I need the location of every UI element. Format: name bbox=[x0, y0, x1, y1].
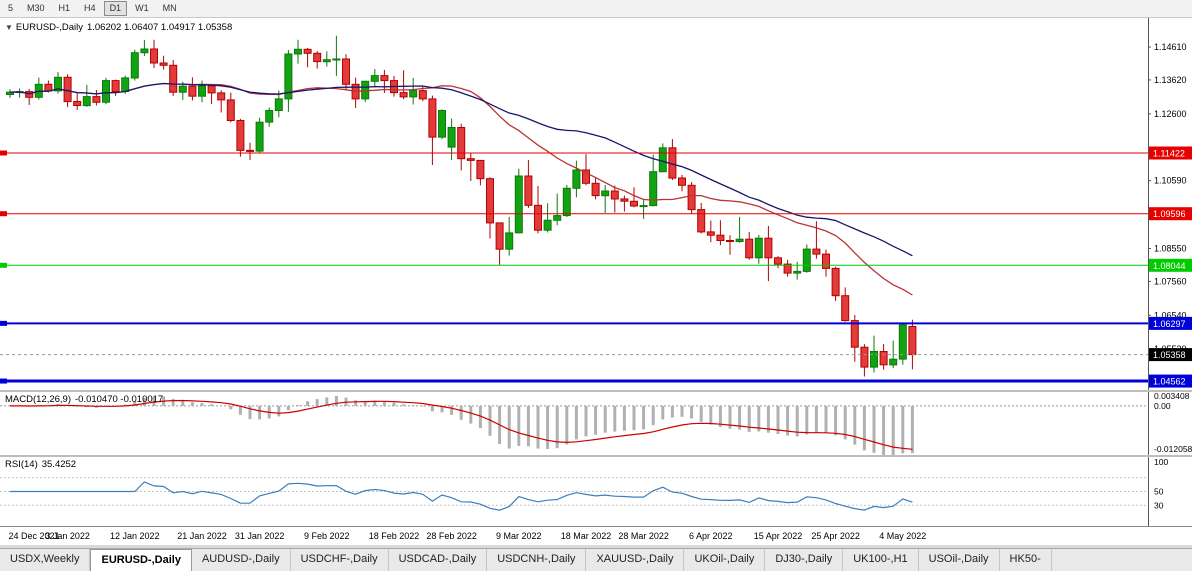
svg-text:1.10590: 1.10590 bbox=[1154, 176, 1187, 186]
chart-tab-usdchf-daily[interactable]: USDCHF-,Daily bbox=[291, 549, 389, 571]
date-label: 15 Apr 2022 bbox=[753, 531, 803, 541]
svg-text:1.04562: 1.04562 bbox=[1153, 377, 1186, 387]
panel-divider[interactable] bbox=[0, 455, 1192, 457]
price-chart-canvas[interactable]: 1.14610 1.13620 1.12600 1.10590 1.08550 1.075… bbox=[0, 18, 1192, 390]
price-badge-1.08044 bbox=[1149, 258, 1192, 272]
price-badge-1.06297 bbox=[1149, 316, 1192, 330]
date-label: 21 Jan 2022 bbox=[177, 531, 227, 541]
svg-text:1.06297: 1.06297 bbox=[1153, 319, 1186, 329]
chart-tab-xauusd-daily[interactable]: XAUUSD-,Daily bbox=[586, 549, 685, 571]
date-label: 9 Mar 2022 bbox=[496, 531, 542, 541]
chart-title-symbol: EURUSD-,Daily bbox=[15, 22, 83, 33]
rsi-axis-label: 100 bbox=[1154, 457, 1168, 467]
timeframe-toolbar: 5 M30 H1 H4 D1 W1 MN bbox=[0, 0, 1192, 18]
panel-divider[interactable] bbox=[0, 390, 1192, 392]
chart-tab-usdx-weekly[interactable]: USDX,Weekly bbox=[0, 549, 91, 571]
rsi-indicator-value: 35.4252 bbox=[41, 459, 77, 470]
date-label: 18 Mar 2022 bbox=[560, 531, 612, 541]
macd-axis-label: 0.003408 bbox=[1154, 392, 1190, 401]
date-label: 3 Jan 2022 bbox=[45, 531, 90, 541]
svg-text:1.13620: 1.13620 bbox=[1154, 75, 1187, 85]
rsi-axis-label: 50 bbox=[1154, 487, 1164, 497]
date-label: 24 Dec 2021 bbox=[8, 531, 60, 541]
timeframe-button-d1[interactable]: D1 bbox=[103, 1, 128, 16]
hline-handle[interactable] bbox=[0, 378, 7, 384]
timeframe-button-h1[interactable]: H1 bbox=[58, 3, 71, 13]
svg-text:1.05358: 1.05358 bbox=[1153, 350, 1186, 360]
svg-text:1.07560: 1.07560 bbox=[1154, 276, 1187, 286]
timeframe-button-w1[interactable]: W1 bbox=[135, 3, 149, 13]
timeframe-button-5[interactable]: 5 bbox=[8, 3, 14, 13]
chart-tab-hk50[interactable]: HK50- bbox=[1000, 549, 1052, 571]
chart-tabs-bar: USDX,Weekly EURUSD-,Daily AUDUSD-,Daily USD… bbox=[0, 548, 1192, 571]
rsi-label: RSI(14) 35.4252 bbox=[5, 459, 76, 470]
svg-text:1.08550: 1.08550 bbox=[1154, 243, 1187, 253]
timeframe-button-h4[interactable]: H4 bbox=[84, 3, 96, 13]
rsi-indicator-name: RSI(14) bbox=[5, 459, 38, 470]
date-label: 28 Mar 2022 bbox=[618, 531, 669, 541]
chart-collapse-icon[interactable]: ▼ bbox=[5, 23, 13, 32]
date-label: 25 Apr 2022 bbox=[811, 531, 860, 541]
chart-tab-audusd-daily[interactable]: AUDUSD-,Daily bbox=[192, 549, 291, 571]
ma-line-34 bbox=[9, 82, 913, 257]
date-label: 31 Jan 2022 bbox=[234, 531, 285, 541]
macd-histogram bbox=[18, 396, 914, 455]
price-badge-1.04562 bbox=[1149, 374, 1192, 388]
hline-handle[interactable] bbox=[0, 150, 7, 156]
svg-text:1.06540: 1.06540 bbox=[1154, 310, 1187, 320]
timeframe-button-m30[interactable]: M30 bbox=[27, 3, 45, 13]
date-label: 4 May 2022 bbox=[879, 531, 927, 541]
date-label: 12 Jan 2022 bbox=[110, 531, 160, 541]
hline-handle[interactable] bbox=[0, 320, 7, 326]
tab-gap bbox=[0, 545, 1192, 548]
chart-tab-usdcad-daily[interactable]: USDCAD-,Daily bbox=[389, 549, 488, 571]
date-axis[interactable]: 24 Dec 2021 3 Jan 2022 12 Jan 2022 21 Jan 2… bbox=[0, 526, 1192, 545]
chart-title-ohlc: 1.06202 1.06407 1.04917 1.05358 bbox=[86, 22, 233, 33]
chart-tab-usoil-daily[interactable]: USOil-,Daily bbox=[919, 549, 1000, 571]
price-badge-1.05358 bbox=[1149, 348, 1192, 362]
price-badge-1.09596 bbox=[1149, 207, 1192, 221]
date-label: 18 Feb 2022 bbox=[368, 531, 420, 541]
date-label: 6 Apr 2022 bbox=[689, 531, 733, 541]
svg-text:1.08044: 1.08044 bbox=[1153, 261, 1186, 271]
macd-label: MACD(12,26,9) -0.010470 -0.010017 bbox=[5, 394, 163, 405]
svg-text:1.14610: 1.14610 bbox=[1154, 42, 1187, 52]
svg-text:1.09596: 1.09596 bbox=[1153, 209, 1186, 219]
rsi-line bbox=[10, 481, 913, 511]
chart-tab-eurusd-daily[interactable]: EURUSD-,Daily bbox=[90, 549, 192, 571]
macd-signal-line bbox=[10, 399, 913, 450]
chart-tab-dj30-daily[interactable]: DJ30-,Daily bbox=[765, 549, 844, 571]
rsi-chart-canvas[interactable]: 100 50 30 bbox=[0, 457, 1192, 526]
macd-panel: 0.003408 0.00 -0.012058 bbox=[0, 392, 1192, 455]
chart-tab-uk100-h1[interactable]: UK100-,H1 bbox=[843, 549, 919, 571]
timeframe-button-mn[interactable]: MN bbox=[162, 3, 177, 13]
rsi-axis-label: 30 bbox=[1154, 500, 1164, 510]
macd-indicator-name: MACD(12,26,9) bbox=[5, 394, 71, 405]
rsi-panel: 100 50 30 bbox=[0, 457, 1192, 526]
date-label: 28 Feb 2022 bbox=[426, 531, 477, 541]
chart-title: ▼ EURUSD-,Daily 1.06202 1.06407 1.04917 1.… bbox=[5, 22, 232, 33]
price-badge-1.11422 bbox=[1149, 146, 1192, 160]
candlesticks bbox=[6, 35, 917, 377]
chart-tab-usdcnh-daily[interactable]: USDCNH-,Daily bbox=[487, 549, 587, 571]
hline-handle[interactable] bbox=[0, 262, 7, 268]
macd-indicator-values: -0.010470 -0.010017 bbox=[75, 394, 164, 405]
hline-handle[interactable] bbox=[0, 211, 7, 217]
chart-tab-ukoil-daily[interactable]: UKOil-,Daily bbox=[684, 549, 766, 571]
date-label: 9 Feb 2022 bbox=[304, 531, 350, 541]
macd-axis-label: 0.00 bbox=[1154, 401, 1171, 411]
price-panel: 1.14610 1.13620 1.12600 1.10590 1.08550 1.075… bbox=[0, 18, 1192, 390]
svg-text:1.11422: 1.11422 bbox=[1153, 149, 1185, 159]
macd-axis-label: -0.012058 bbox=[1154, 444, 1192, 454]
svg-text:1.12600: 1.12600 bbox=[1154, 109, 1187, 119]
